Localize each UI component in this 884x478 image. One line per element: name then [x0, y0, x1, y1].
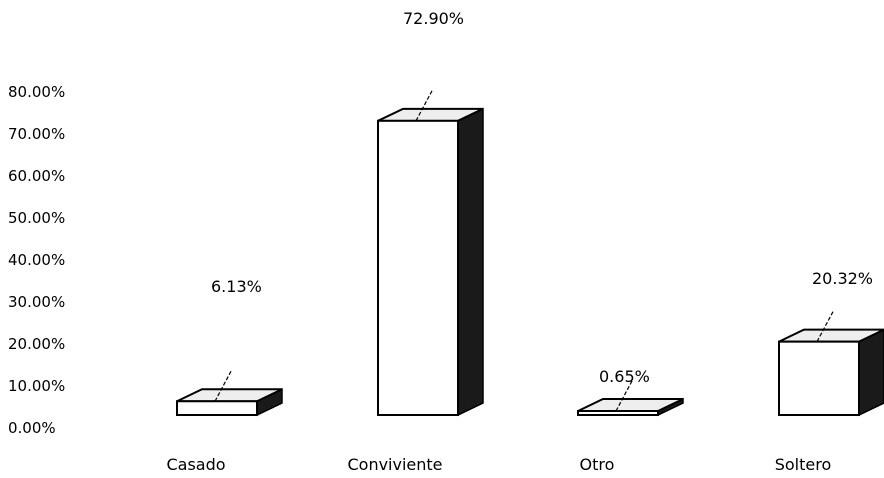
y-tick-label: 30.00% — [8, 293, 65, 311]
bar-casado — [176, 370, 283, 417]
y-axis: 0.00% 10.00% 20.00% 30.00% 40.00% 50.00% 60.00… — [8, 83, 65, 437]
category-label-casado: Casado — [166, 455, 225, 474]
y-tick-label: 40.00% — [8, 251, 65, 269]
bars — [176, 90, 884, 417]
bar-front — [577, 410, 659, 416]
data-label-conviviente: 72.90% — [403, 9, 464, 28]
y-tick-label: 20.00% — [8, 335, 65, 353]
y-tick-label: 0.00% — [8, 419, 56, 437]
y-tick-label: 10.00% — [8, 377, 65, 395]
bar-front — [778, 340, 860, 417]
y-tick-label: 60.00% — [8, 167, 65, 185]
data-label-soltero: 20.32% — [812, 269, 873, 288]
bar-otro — [577, 380, 684, 417]
bar-front — [176, 400, 258, 416]
category-label-conviviente: Conviviente — [347, 455, 442, 474]
data-label-otro: 0.65% — [599, 367, 650, 386]
bar-side — [457, 107, 484, 417]
category-label-soltero: Soltero — [775, 455, 832, 474]
y-tick-label: 50.00% — [8, 209, 65, 227]
data-labels: 6.13% 72.90% 0.65% 20.32% — [211, 9, 873, 386]
y-tick-label: 80.00% — [8, 83, 65, 101]
bar-front — [377, 119, 459, 416]
y-tick-label: 70.00% — [8, 125, 65, 143]
data-label-casado: 6.13% — [211, 277, 262, 296]
bar-conviviente — [377, 90, 484, 417]
bar-side — [858, 328, 884, 417]
category-label-otro: Otro — [580, 455, 615, 474]
category-labels: Casado Conviviente Otro Soltero — [166, 455, 831, 474]
bar-soltero — [778, 311, 884, 417]
